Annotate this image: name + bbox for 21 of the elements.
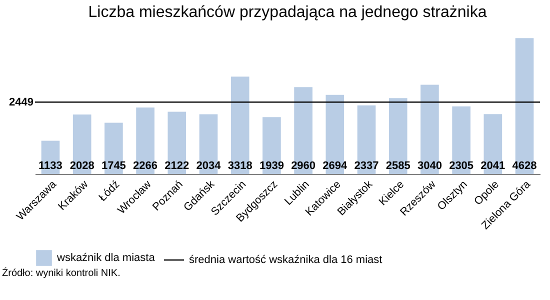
data-label: 2041: [480, 160, 506, 172]
data-label: 2337: [354, 160, 379, 172]
data-label: 2266: [133, 160, 158, 172]
data-label: 2305: [449, 160, 474, 172]
legend-label: średnia wartość wskaźnika dla 16 miast: [189, 254, 382, 266]
data-label: 2028: [70, 160, 94, 172]
data-label: 2694: [322, 160, 348, 172]
data-label: 2034: [196, 160, 222, 172]
data-label: 3318: [228, 160, 252, 172]
data-label: 2585: [386, 160, 410, 172]
legend-label: wskaźnik dla miasta: [56, 252, 156, 264]
data-label: 1939: [259, 160, 284, 172]
data-label: 3040: [417, 160, 442, 172]
data-label: 2122: [164, 160, 190, 172]
data-label: 1133: [38, 160, 62, 172]
data-label: 4628: [512, 160, 537, 172]
data-label: 2960: [291, 160, 316, 172]
data-label: 1745: [101, 160, 126, 172]
y-tick-label: 2449: [9, 96, 34, 109]
chart-title: Liczba mieszkańców przypadająca na jednego strażnika: [88, 4, 487, 21]
text: Źródło: wyniki kontroli NIK.: [2, 268, 122, 279]
